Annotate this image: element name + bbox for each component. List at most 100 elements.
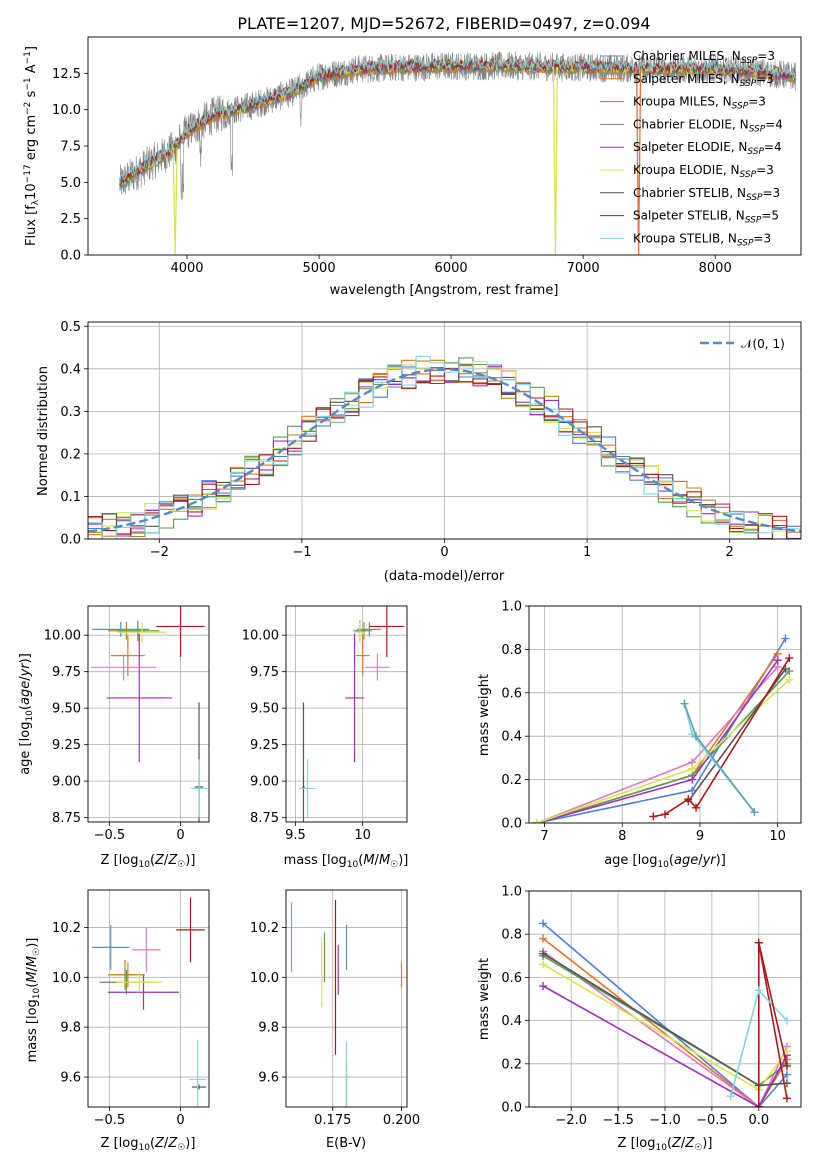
histogram-xlabel: (data-model)/error	[384, 569, 505, 584]
histogram-legend-label: 𝒩(0, 1)	[741, 337, 785, 351]
mass-vs-metallicity-panel: −0.5 0 9.6 9.8 10.0 10.2	[52, 889, 210, 1128]
axes-frame	[285, 889, 408, 1108]
plot-area	[532, 634, 794, 823]
series-marker	[754, 938, 763, 947]
x-tick-label: 7	[540, 829, 548, 844]
x-tick-label: 0.0	[748, 1113, 769, 1128]
y-tick-label: 9.25	[52, 738, 81, 753]
x-tick-label: 0.175	[314, 1113, 351, 1128]
massEbv-xlabel: E(B-V)	[326, 1136, 366, 1151]
y-tick-label: 0.6	[501, 971, 522, 986]
ageZ-ylabel: age [log10(age/yr)]	[18, 653, 35, 775]
y-tick-label: 9.50	[52, 702, 81, 717]
y-tick-label: 0.8	[501, 643, 522, 658]
x-tick-label: 7000	[567, 261, 600, 276]
y-tick-label: 0.0	[501, 1101, 522, 1116]
y-tick-label: 1.0	[501, 600, 522, 615]
mwZ-ylabel: mass weight	[477, 958, 492, 1040]
axes-frame	[87, 321, 802, 540]
legend-label: Salpeter STELIB, NSSP=5	[633, 209, 779, 226]
y-tick-label: 10.0	[52, 971, 81, 986]
x-tick-label: −0.5	[696, 1113, 728, 1128]
x-tick-label: 2	[726, 545, 734, 560]
series-marker	[750, 808, 759, 817]
series-marker	[773, 656, 782, 665]
x-tick-label: 4000	[170, 261, 203, 276]
y-tick-label: 0.4	[501, 730, 522, 745]
x-tick-label: 9.5	[285, 828, 306, 843]
y-tick-label: 8.75	[250, 811, 279, 826]
massZ-xlabel: Z [log10(Z/Z☉)]	[101, 1136, 196, 1153]
plot-area	[119, 51, 797, 255]
series-marker	[782, 1094, 791, 1103]
y-tick-label: 0.0	[60, 249, 81, 264]
plot-area	[92, 897, 207, 1107]
y-tick-label: 9.75	[250, 665, 279, 680]
y-tick-label: 0.4	[501, 1014, 522, 1029]
series-line	[536, 666, 779, 823]
series-marker	[785, 654, 794, 663]
series-marker	[661, 810, 669, 819]
residual-histogram-panel: −2 −1 0 1 2 0.0 0.1 0.2 0.3 0.4 0.5 𝒩(0, 1)	[60, 320, 802, 560]
y-tick-label: 9.8	[60, 1021, 81, 1036]
series-line	[536, 679, 790, 823]
axes-frame	[87, 36, 802, 256]
legend-label: Kroupa STELIB, NSSP=3	[633, 231, 771, 248]
y-tick-label: 9.00	[52, 775, 81, 790]
y-tick-label: 9.8	[258, 1021, 279, 1036]
series-marker	[726, 1092, 735, 1101]
series-marker	[754, 986, 763, 995]
axes-frame	[528, 890, 802, 1108]
series-marker	[532, 819, 541, 823]
x-tick-label: −2.0	[555, 1113, 587, 1128]
plot-area	[299, 606, 405, 822]
y-tick-label: 7.5	[60, 140, 81, 155]
series-line	[758, 942, 788, 1067]
x-tick-label: 8	[618, 829, 626, 844]
age-vs-metallicity-panel: −0.5 0 8.75 9.00 9.25 9.50 9.75 10.00	[44, 605, 210, 843]
y-tick-label: 10.00	[242, 629, 279, 644]
x-tick-label: 1	[583, 545, 591, 560]
series-marker	[782, 1016, 791, 1025]
y-tick-label: 9.6	[60, 1071, 81, 1086]
y-tick-label: 0.5	[60, 320, 81, 335]
spectrum-xlabel: wavelength [Angstrom, rest frame]	[330, 283, 559, 298]
series-marker	[680, 699, 689, 708]
series-marker	[539, 982, 548, 991]
mwAge-ylabel: mass weight	[477, 674, 492, 756]
y-tick-label: 10.2	[250, 921, 279, 936]
y-tick-label: 9.6	[258, 1071, 279, 1086]
spectrum-drop-line	[635, 68, 642, 255]
x-tick-label: 0.200	[383, 1113, 420, 1128]
axes-frame	[87, 889, 210, 1108]
y-tick-label: 0.0	[501, 817, 522, 832]
y-tick-label: 0.4	[60, 362, 81, 377]
ageZ-xlabel: Z [log10(Z/Z☉)]	[101, 853, 196, 870]
y-tick-label: 0.0	[60, 533, 81, 548]
legend-label: Kroupa MILES, NSSP=3	[633, 95, 766, 112]
series-marker	[539, 934, 548, 943]
series-line	[542, 950, 788, 1107]
spectrum-legend: Chabrier MILES, NSSP=3 Salpeter MILES, NS…	[600, 49, 783, 248]
series-marker	[692, 732, 701, 741]
y-tick-label: 0.2	[501, 773, 522, 788]
y-tick-label: 0.6	[501, 686, 522, 701]
series-marker	[539, 919, 548, 928]
series-marker	[782, 1070, 791, 1079]
legend-label: Kroupa ELODIE, NSSP=3	[633, 163, 774, 180]
y-tick-label: 1.0	[501, 885, 522, 900]
spectrum-data-line	[119, 51, 796, 201]
spectrum-panel: 4000 5000 6000 7000 8000 0.0 2.5 5.0 7.5 10.0 12.5…	[52, 36, 802, 276]
series-marker	[782, 1061, 791, 1070]
legend-label: Chabrier ELODIE, NSSP=4	[633, 117, 783, 134]
axes-frame	[528, 605, 802, 824]
y-tick-label: 10.2	[52, 921, 81, 936]
x-tick-label: 0	[440, 545, 448, 560]
series-marker	[688, 775, 697, 784]
normal-reference-curve	[88, 368, 801, 533]
x-tick-label: 6000	[435, 261, 468, 276]
spectrum-drop-line	[172, 147, 178, 255]
series-marker	[754, 1103, 763, 1107]
x-tick-label: −0.5	[94, 828, 126, 843]
x-tick-label: 5000	[303, 261, 336, 276]
